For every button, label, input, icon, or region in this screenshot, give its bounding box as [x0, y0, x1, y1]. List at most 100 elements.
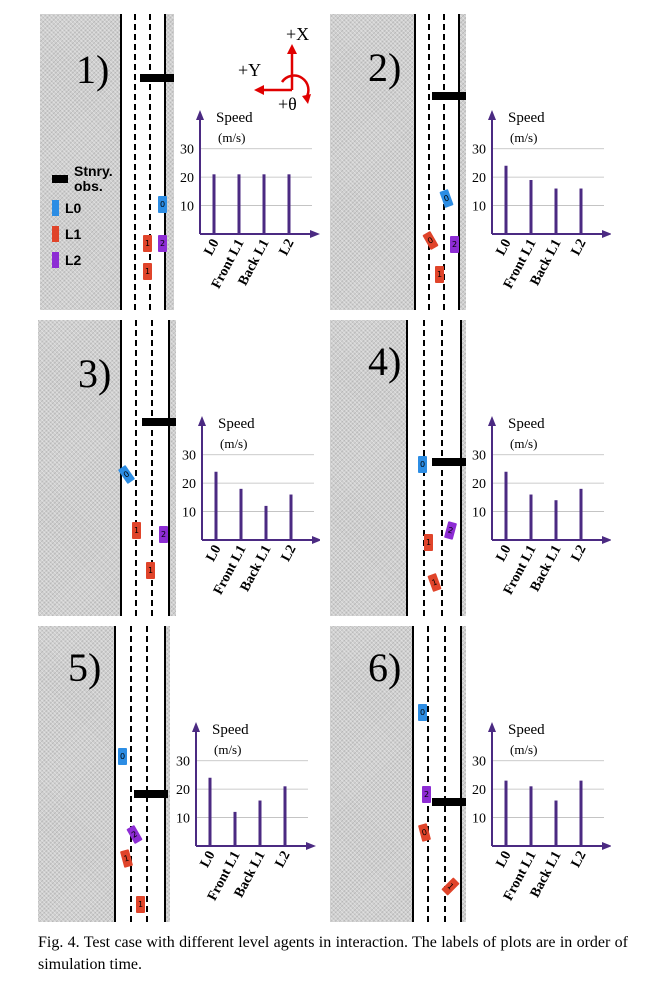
chart-area: [176, 320, 320, 616]
panel-4: 4) 0 1 2 1 Speed (m/s) 10 20 30 L0 Front L1 Bac…: [330, 320, 611, 616]
legend-item: Stnry. obs.: [52, 164, 122, 194]
agent-l1: 1: [143, 235, 152, 252]
x-tick-label: L0: [494, 849, 515, 870]
coordinate-axes-icon: +X +Y +θ: [238, 24, 311, 114]
legend-label: L0: [65, 200, 82, 216]
y-tick-label: 30: [472, 449, 486, 464]
agent-l0: 0: [118, 748, 127, 765]
y-tick-label: 30: [472, 143, 486, 158]
chart-title: Speed: [216, 110, 253, 126]
lane-marking: [443, 14, 445, 310]
road: [412, 626, 462, 922]
axis-y-label: +Y: [238, 60, 261, 80]
chart-area: [466, 14, 611, 310]
panel-label: 4): [368, 339, 402, 384]
chart-title: Speed: [508, 722, 545, 738]
y-tick-label: 10: [472, 812, 486, 827]
agent-l0: 0: [418, 704, 427, 721]
agent-l2: 2: [159, 526, 168, 543]
panel-3: 3) 0 1 2 1 Speed (m/s) 10 20 30 L0 Front L1 Bac…: [38, 320, 320, 616]
legend-label: L1: [65, 226, 82, 242]
panel-1: 1) 0 1 2 1 Stnry. obs. L0 L1 L2 +X +Y +θ: [40, 14, 320, 310]
legend-item: L1: [52, 226, 81, 242]
y-tick-label: 10: [472, 200, 486, 215]
chart-unit-label: (m/s): [510, 742, 537, 757]
chart-area: [466, 626, 611, 922]
chart-unit-label: (m/s): [220, 436, 247, 451]
chart-unit-label: (m/s): [510, 130, 537, 145]
x-tick-label: L2: [273, 849, 294, 870]
lane-marking: [135, 320, 137, 616]
lane-marking: [441, 320, 443, 616]
agent-l0: 0: [418, 456, 427, 473]
x-axis-arrow: [310, 230, 320, 238]
x-tick-label: L0: [494, 237, 515, 258]
x-tick-label: L2: [569, 849, 590, 870]
y-tick-label: 20: [472, 477, 486, 492]
stationary-obstacle: [142, 418, 176, 426]
lane-marking: [444, 626, 446, 922]
stationary-obstacle: [432, 798, 466, 806]
road: [414, 14, 460, 310]
y-axis-arrow: [488, 416, 496, 426]
lane-marking: [428, 14, 430, 310]
x-tick-label: L0: [204, 543, 225, 564]
y-tick-label: 10: [472, 506, 486, 521]
x-tick-label: L0: [494, 543, 515, 564]
lane-marking: [427, 626, 429, 922]
lane-marking: [151, 320, 153, 616]
legend-swatch: [52, 226, 59, 242]
agent-l1: 1: [424, 534, 433, 551]
stationary-obstacle: [140, 74, 174, 82]
x-tick-label: L2: [569, 543, 590, 564]
panel-label: 6): [368, 645, 402, 690]
y-tick-label: 10: [176, 812, 190, 827]
chart-unit-label: (m/s): [218, 130, 245, 145]
y-axis-arrow: [192, 722, 200, 732]
chart-unit-label: (m/s): [510, 436, 537, 451]
agent-l1: 1: [136, 896, 145, 913]
y-tick-label: 10: [182, 506, 196, 521]
x-axis-arrow: [602, 842, 611, 850]
y-tick-label: 10: [180, 200, 194, 215]
y-axis-arrow: [198, 416, 206, 426]
road: [406, 320, 462, 616]
stationary-obstacle: [432, 458, 466, 466]
y-axis-arrow: [196, 110, 204, 120]
legend-item: L0: [52, 200, 81, 216]
agent-l0: 0: [158, 196, 167, 213]
y-tick-label: 20: [472, 171, 486, 186]
panel-label: 2): [368, 45, 402, 90]
lane-marking: [149, 14, 151, 310]
legend-swatch: [52, 175, 68, 183]
lane-marking: [130, 626, 132, 922]
chart-title: Speed: [212, 722, 249, 738]
stationary-obstacle: [134, 790, 168, 798]
agent-l2: 2: [158, 235, 167, 252]
legend-item: L2: [52, 252, 81, 268]
panel-label: 5): [68, 645, 102, 690]
x-tick-label: L2: [279, 543, 300, 564]
x-tick-label: L2: [569, 237, 590, 258]
x-tick-label: L2: [277, 237, 298, 258]
road: [114, 626, 166, 922]
agent-l1: 1: [435, 266, 444, 283]
chart-area: [174, 14, 320, 310]
panel-2: 2) 0 0 2 1 Speed (m/s) 10 20 30 L0 Front L1 Bac…: [330, 14, 611, 310]
y-tick-label: 20: [472, 783, 486, 798]
legend-label: Stnry. obs.: [74, 163, 113, 194]
y-tick-label: 20: [176, 783, 190, 798]
panel-5: 5) 0 2 1 1 Speed (m/s) 10 20 30 L0 Front L1 Bac…: [38, 626, 320, 922]
y-tick-label: 20: [182, 477, 196, 492]
agent-l1: 1: [143, 263, 152, 280]
y-axis-arrow: [488, 110, 496, 120]
lane-marking: [134, 14, 136, 310]
axis-x-label: +X: [286, 24, 309, 44]
x-axis-arrow: [602, 230, 611, 238]
road: [120, 14, 166, 310]
x-axis-arrow: [602, 536, 611, 544]
